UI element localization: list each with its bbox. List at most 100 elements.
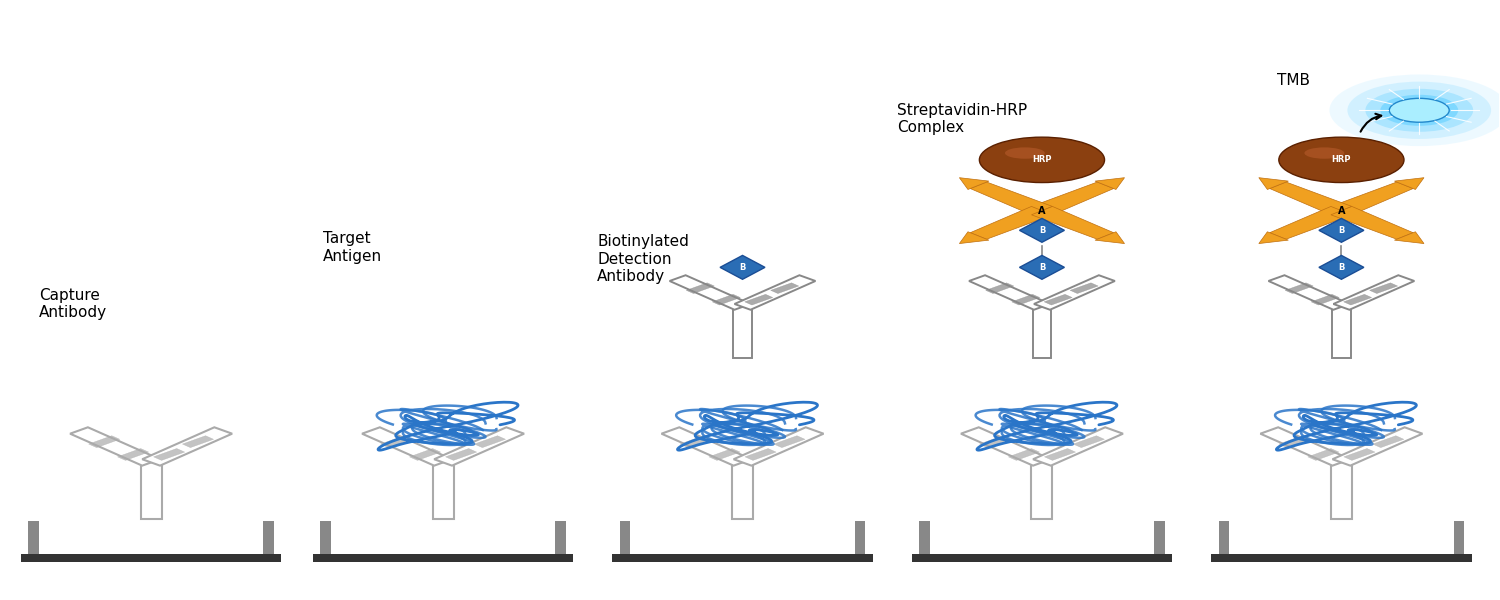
Polygon shape bbox=[1311, 295, 1340, 305]
Text: A: A bbox=[1338, 206, 1346, 215]
Text: B: B bbox=[1338, 263, 1344, 272]
Polygon shape bbox=[555, 521, 566, 554]
Polygon shape bbox=[1334, 275, 1414, 310]
Polygon shape bbox=[1095, 178, 1125, 190]
Polygon shape bbox=[1269, 275, 1350, 310]
Polygon shape bbox=[474, 436, 506, 448]
Polygon shape bbox=[1318, 218, 1364, 242]
Circle shape bbox=[1389, 98, 1449, 122]
Polygon shape bbox=[746, 449, 776, 460]
Polygon shape bbox=[183, 436, 213, 448]
Polygon shape bbox=[1344, 449, 1376, 460]
Polygon shape bbox=[962, 427, 1052, 466]
Text: A: A bbox=[1038, 206, 1046, 215]
Polygon shape bbox=[362, 427, 452, 466]
Polygon shape bbox=[1210, 554, 1472, 562]
Polygon shape bbox=[21, 554, 282, 562]
Text: Target
Antigen: Target Antigen bbox=[324, 232, 382, 264]
Polygon shape bbox=[960, 232, 988, 244]
Polygon shape bbox=[1372, 436, 1404, 448]
Polygon shape bbox=[960, 178, 988, 190]
Polygon shape bbox=[264, 521, 274, 554]
Polygon shape bbox=[680, 436, 711, 448]
Text: Biotinylated
Detection
Antibody: Biotinylated Detection Antibody bbox=[597, 235, 688, 284]
Polygon shape bbox=[1286, 283, 1312, 293]
Polygon shape bbox=[1370, 283, 1398, 293]
Polygon shape bbox=[1011, 295, 1040, 305]
Circle shape bbox=[1347, 82, 1491, 139]
Polygon shape bbox=[1020, 218, 1065, 242]
Polygon shape bbox=[1032, 206, 1113, 239]
Ellipse shape bbox=[1305, 148, 1344, 159]
Polygon shape bbox=[410, 449, 441, 460]
Polygon shape bbox=[986, 283, 1014, 293]
Polygon shape bbox=[1330, 463, 1352, 519]
Polygon shape bbox=[1332, 427, 1422, 466]
Polygon shape bbox=[117, 449, 148, 460]
Circle shape bbox=[1365, 89, 1473, 132]
Polygon shape bbox=[1258, 178, 1288, 190]
Polygon shape bbox=[920, 521, 930, 554]
Polygon shape bbox=[1395, 178, 1423, 190]
Polygon shape bbox=[734, 427, 824, 466]
Polygon shape bbox=[720, 256, 765, 280]
Text: HRP: HRP bbox=[1332, 155, 1352, 164]
Polygon shape bbox=[1034, 275, 1114, 310]
Text: B: B bbox=[740, 263, 746, 272]
Polygon shape bbox=[1044, 449, 1076, 460]
Polygon shape bbox=[1034, 427, 1124, 466]
Polygon shape bbox=[1020, 256, 1065, 280]
Polygon shape bbox=[734, 307, 752, 358]
Polygon shape bbox=[142, 427, 232, 466]
Ellipse shape bbox=[1005, 148, 1046, 159]
Polygon shape bbox=[1258, 232, 1288, 244]
Polygon shape bbox=[620, 521, 630, 554]
Text: B: B bbox=[1040, 226, 1046, 235]
Circle shape bbox=[1329, 74, 1500, 146]
Text: Streptavidin-HRP
Complex: Streptavidin-HRP Complex bbox=[897, 103, 1028, 136]
Circle shape bbox=[1380, 95, 1458, 126]
Polygon shape bbox=[912, 554, 1172, 562]
Polygon shape bbox=[1032, 463, 1053, 519]
Polygon shape bbox=[1260, 427, 1350, 466]
Polygon shape bbox=[662, 427, 752, 466]
Polygon shape bbox=[735, 275, 816, 310]
Polygon shape bbox=[1070, 283, 1098, 293]
Polygon shape bbox=[433, 427, 524, 466]
Text: HRP: HRP bbox=[1032, 155, 1052, 164]
Polygon shape bbox=[1344, 295, 1371, 305]
Polygon shape bbox=[1044, 295, 1072, 305]
Polygon shape bbox=[446, 449, 477, 460]
Polygon shape bbox=[980, 436, 1011, 448]
Polygon shape bbox=[1330, 182, 1413, 215]
Polygon shape bbox=[1074, 436, 1104, 448]
Polygon shape bbox=[1095, 232, 1125, 244]
Text: TMB: TMB bbox=[1276, 73, 1310, 88]
Polygon shape bbox=[141, 463, 162, 519]
Text: B: B bbox=[1040, 263, 1046, 272]
Polygon shape bbox=[1330, 206, 1413, 239]
Polygon shape bbox=[321, 521, 332, 554]
Polygon shape bbox=[612, 554, 873, 562]
Polygon shape bbox=[1269, 182, 1352, 215]
Ellipse shape bbox=[1280, 137, 1404, 182]
Text: B: B bbox=[1338, 226, 1344, 235]
Polygon shape bbox=[1332, 307, 1352, 358]
Polygon shape bbox=[1395, 232, 1423, 244]
Polygon shape bbox=[1454, 521, 1464, 554]
Polygon shape bbox=[687, 283, 714, 293]
Polygon shape bbox=[153, 449, 184, 460]
Polygon shape bbox=[1154, 521, 1164, 554]
Polygon shape bbox=[744, 295, 772, 305]
Polygon shape bbox=[1032, 307, 1052, 358]
Polygon shape bbox=[1032, 182, 1113, 215]
Polygon shape bbox=[1218, 521, 1228, 554]
Polygon shape bbox=[1008, 449, 1040, 460]
Polygon shape bbox=[712, 295, 741, 305]
Text: Capture
Antibody: Capture Antibody bbox=[39, 288, 106, 320]
Polygon shape bbox=[28, 521, 39, 554]
Polygon shape bbox=[669, 275, 750, 310]
Polygon shape bbox=[1269, 206, 1352, 239]
Polygon shape bbox=[432, 463, 453, 519]
Polygon shape bbox=[1308, 449, 1340, 460]
